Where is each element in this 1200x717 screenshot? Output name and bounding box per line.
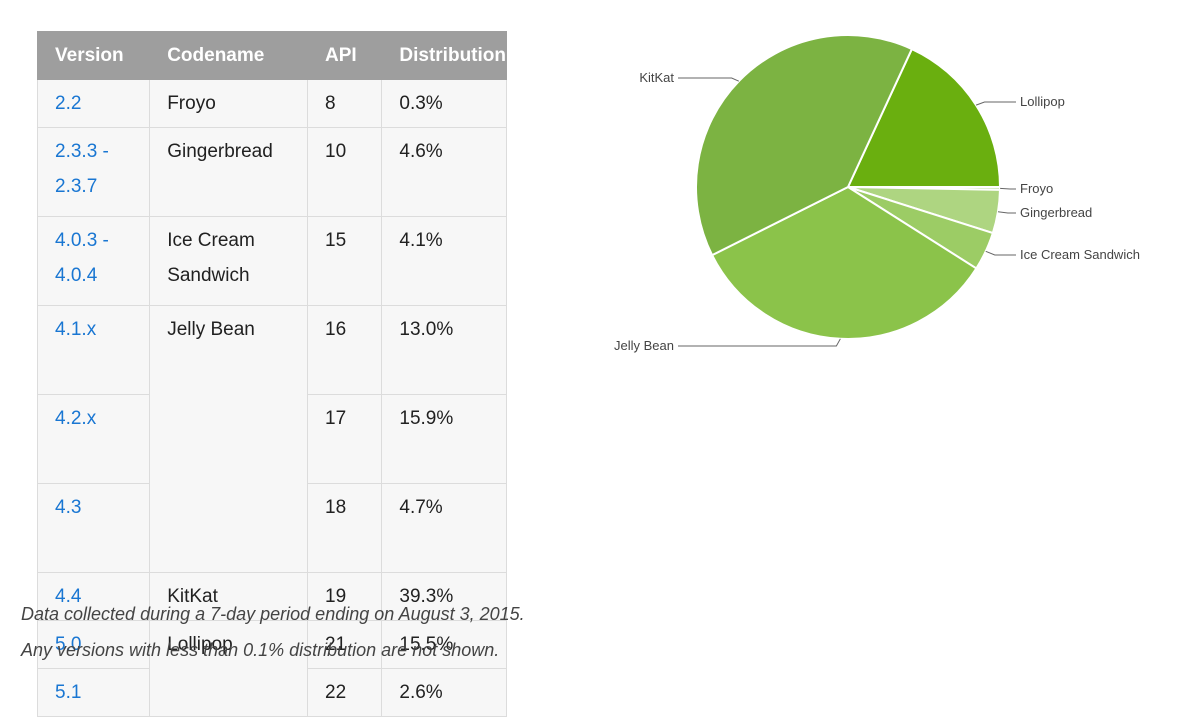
pie-label-gingerbread: Gingerbread <box>1020 205 1092 220</box>
distribution-cell: 0.3% <box>381 79 507 128</box>
table-row: 4.1.x Jelly Bean 16 13.0% <box>36 305 507 573</box>
version-cell[interactable]: 4.0.3 -4.0.4 <box>36 216 151 306</box>
distribution-cell: 39.3% <box>381 572 507 621</box>
codename-cell-froyo: Froyo <box>149 79 309 128</box>
codename-cell-kitkat: KitKat <box>149 572 309 621</box>
version-cell[interactable]: 5.1 <box>36 668 151 717</box>
distribution-cell: 4.6% <box>381 127 507 217</box>
version-link[interactable]: 4.3 <box>55 497 82 518</box>
leader-line-jelly-bean <box>678 338 841 347</box>
version-cell[interactable]: 4.2.x <box>36 394 151 484</box>
leader-line-gingerbread <box>997 211 1016 214</box>
api-cell: 10 <box>307 127 383 217</box>
api-cell: 16 <box>307 305 383 395</box>
header-distribution: Distribution <box>381 31 507 80</box>
version-link[interactable]: 2.2 <box>55 93 82 114</box>
leader-line-ice-cream-sandwich <box>985 250 1016 256</box>
note-min-distribution: Any versions with less than 0.1% distrib… <box>21 640 500 660</box>
version-cell[interactable]: 2.2 <box>36 79 151 128</box>
api-cell: 18 <box>307 483 383 573</box>
distribution-cell: 4.7% <box>381 483 507 573</box>
note-data-collected: Data collected during a 7-day period end… <box>21 604 525 624</box>
version-link[interactable]: 4.4 <box>55 586 82 607</box>
pie-slice-lollipop <box>846 47 1002 188</box>
distribution-pie-chart: Lollipop Froyo Gingerbread Ice Cream Sandwi… <box>614 34 1140 353</box>
version-link[interactable]: 4.2.x <box>55 408 97 429</box>
api-cell: 15 <box>307 216 383 306</box>
footnotes: Data collected during a 7-day period end… <box>21 596 525 668</box>
codename-cell-ice-cream-sandwich: Ice Cream Sandwich <box>149 216 309 306</box>
api-cell: 17 <box>307 394 383 484</box>
distribution-cell: 2.6% <box>381 668 507 717</box>
pie-label-froyo: Froyo <box>1020 181 1053 196</box>
pie-label-jelly-bean: Jelly Bean <box>614 338 674 353</box>
version-cell[interactable]: 4.4 <box>36 572 151 621</box>
codename-cell-gingerbread: Gingerbread <box>149 127 309 217</box>
version-link[interactable]: 4.0.3 -4.0.4 <box>55 230 109 286</box>
distribution-table: Version Codename API Distribution 2.2 Fro… <box>36 31 507 717</box>
table-row: 2.3.3 -2.3.7 Gingerbread 10 4.6% <box>36 127 507 217</box>
distribution-cell: 4.1% <box>381 216 507 306</box>
version-link[interactable]: 5.0 <box>55 634 82 655</box>
distribution-cell: 15.9% <box>381 394 507 484</box>
api-cell: 21 <box>307 620 383 669</box>
table-row: 4.2.x 17 15.9% <box>36 394 507 484</box>
header-codename: Codename <box>149 31 309 80</box>
version-link[interactable]: 2.3.3 -2.3.7 <box>55 141 109 197</box>
version-cell[interactable]: 4.1.x <box>36 305 151 395</box>
distribution-cell: 13.0% <box>381 305 507 395</box>
api-cell: 19 <box>307 572 383 621</box>
pie-label-ice-cream-sandwich: Ice Cream Sandwich <box>1020 247 1140 262</box>
api-cell: 8 <box>307 79 383 128</box>
header-version: Version <box>36 31 151 80</box>
table-row: 4.4 KitKat 19 39.3% <box>36 572 507 621</box>
table-row: 2.2 Froyo 8 0.3% <box>36 79 507 128</box>
table-row: 4.3 18 4.7% <box>36 483 507 573</box>
table-row: 4.0.3 -4.0.4 Ice Cream Sandwich 15 4.1% <box>36 216 507 306</box>
version-link[interactable]: 5.1 <box>55 682 82 703</box>
leader-line-lollipop <box>975 101 1016 106</box>
table-header-row: Version Codename API Distribution <box>36 31 507 80</box>
codename-cell-jelly-bean: Jelly Bean <box>149 305 309 573</box>
version-cell[interactable]: 4.3 <box>36 483 151 573</box>
header-api: API <box>307 31 383 80</box>
pie-label-lollipop: Lollipop <box>1020 94 1065 109</box>
version-link[interactable]: 4.1.x <box>55 319 97 340</box>
leader-line-froyo <box>999 187 1016 190</box>
leader-line-kitkat <box>678 77 740 82</box>
version-cell[interactable]: 2.3.3 -2.3.7 <box>36 127 151 217</box>
api-cell: 22 <box>307 668 383 717</box>
pie-label-kitkat: KitKat <box>639 70 674 85</box>
pie-slice-kitkat <box>695 34 914 257</box>
